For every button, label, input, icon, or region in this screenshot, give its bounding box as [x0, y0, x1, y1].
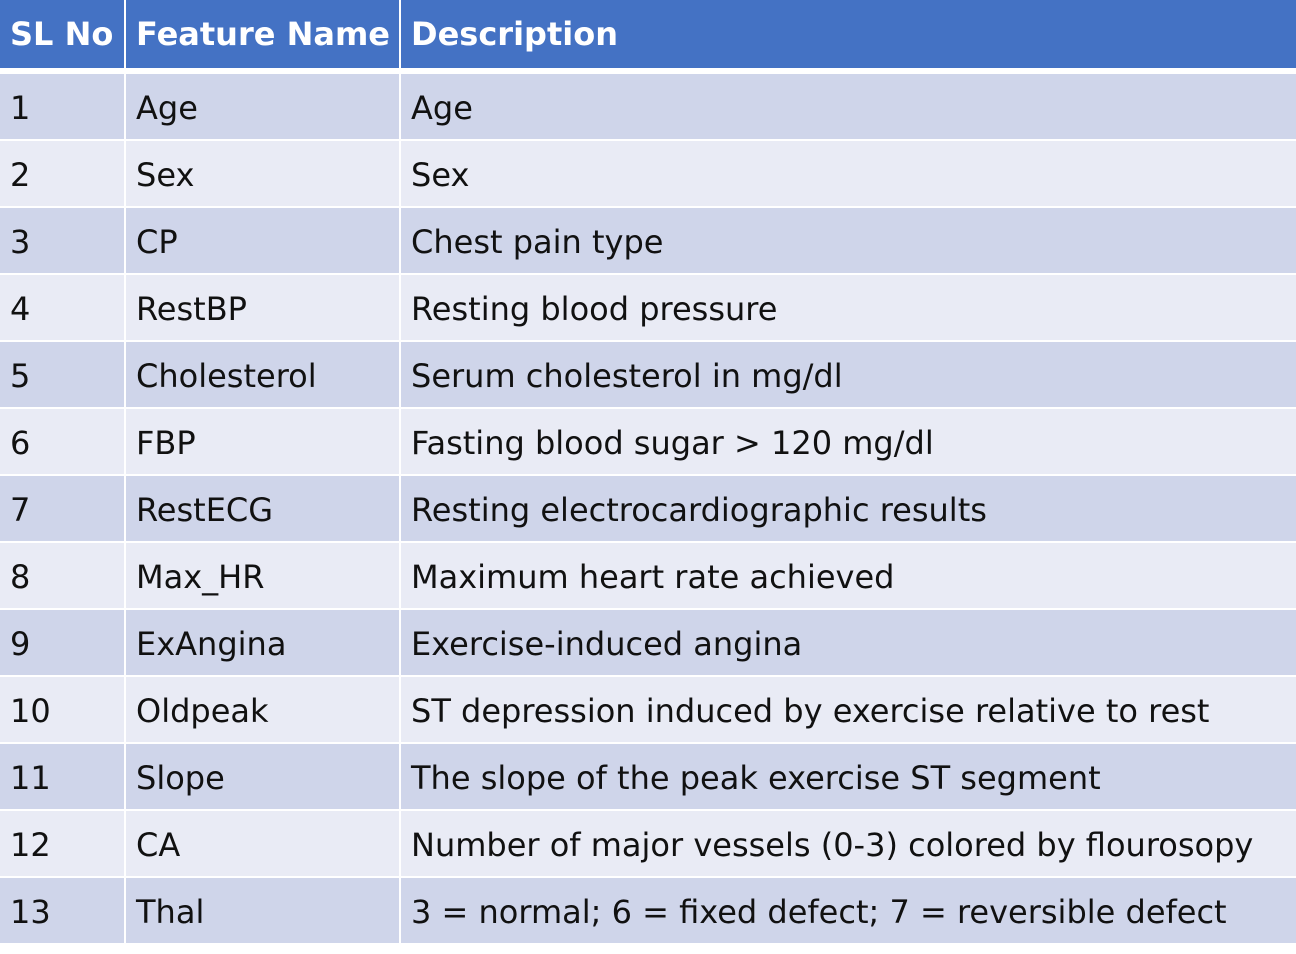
cell-feature-name: FBP [125, 408, 401, 476]
cell-feature-name: CA [125, 810, 401, 878]
table-row: 9 ExAngina Exercise-induced angina [0, 609, 1296, 677]
cell-description: Sex [400, 140, 1296, 208]
table-row: 10 Oldpeak ST depression induced by exerc… [0, 676, 1296, 744]
header-feature-name: Feature Name [125, 0, 401, 74]
table-row: 11 Slope The slope of the peak exercise ST… [0, 743, 1296, 811]
cell-sl-no: 10 [0, 676, 126, 744]
header-row: SL No Feature Name Description [0, 0, 1296, 74]
table-row: 12 CA Number of major vessels (0-3) colore… [0, 810, 1296, 878]
cell-sl-no: 9 [0, 609, 126, 677]
cell-description: Maximum heart rate achieved [400, 542, 1296, 610]
cell-sl-no: 12 [0, 810, 126, 878]
table-row: 2 Sex Sex [0, 140, 1296, 208]
cell-sl-no: 4 [0, 274, 126, 342]
cell-sl-no: 3 [0, 207, 126, 275]
table-body: 1 Age Age 2 Sex Sex 3 CP Chest pain type 4 RestBP R… [0, 71, 1296, 945]
header-sl-no: SL No [0, 0, 126, 74]
table-row: 13 Thal 3 = normal; 6 = fixed defect; 7 =… [0, 877, 1296, 945]
cell-description: 3 = normal; 6 = fixed defect; 7 = revers… [400, 877, 1296, 945]
table-row: 6 FBP Fasting blood sugar > 120 mg/dl [0, 408, 1296, 476]
cell-sl-no: 13 [0, 877, 126, 945]
table-row: 4 RestBP Resting blood pressure [0, 274, 1296, 342]
table-row: 8 Max_HR Maximum heart rate achieved [0, 542, 1296, 610]
cell-feature-name: ExAngina [125, 609, 401, 677]
cell-sl-no: 2 [0, 140, 126, 208]
cell-description: Number of major vessels (0-3) colored by… [400, 810, 1296, 878]
cell-description: Chest pain type [400, 207, 1296, 275]
cell-sl-no: 1 [0, 71, 126, 141]
cell-feature-name: Max_HR [125, 542, 401, 610]
cell-description: Resting blood pressure [400, 274, 1296, 342]
table-row: 3 CP Chest pain type [0, 207, 1296, 275]
cell-sl-no: 8 [0, 542, 126, 610]
table-header: SL No Feature Name Description [0, 0, 1296, 74]
cell-feature-name: Thal [125, 877, 401, 945]
table-row: 1 Age Age [0, 71, 1296, 141]
cell-description: ST depression induced by exercise relati… [400, 676, 1296, 744]
cell-feature-name: Oldpeak [125, 676, 401, 744]
cell-sl-no: 6 [0, 408, 126, 476]
table-row: 5 Cholesterol Serum cholesterol in mg/dl [0, 341, 1296, 409]
cell-feature-name: Slope [125, 743, 401, 811]
cell-description: Age [400, 71, 1296, 141]
cell-feature-name: RestECG [125, 475, 401, 543]
cell-sl-no: 11 [0, 743, 126, 811]
cell-feature-name: CP [125, 207, 401, 275]
cell-description: Resting electrocardiographic results [400, 475, 1296, 543]
cell-feature-name: RestBP [125, 274, 401, 342]
cell-description: Fasting blood sugar > 120 mg/dl [400, 408, 1296, 476]
cell-feature-name: Sex [125, 140, 401, 208]
cell-feature-name: Age [125, 71, 401, 141]
cell-sl-no: 5 [0, 341, 126, 409]
cell-description: The slope of the peak exercise ST segmen… [400, 743, 1296, 811]
cell-feature-name: Cholesterol [125, 341, 401, 409]
table-row: 7 RestECG Resting electrocardiographic res… [0, 475, 1296, 543]
header-description: Description [400, 0, 1296, 74]
cell-description: Serum cholesterol in mg/dl [400, 341, 1296, 409]
cell-sl-no: 7 [0, 475, 126, 543]
cell-description: Exercise-induced angina [400, 609, 1296, 677]
